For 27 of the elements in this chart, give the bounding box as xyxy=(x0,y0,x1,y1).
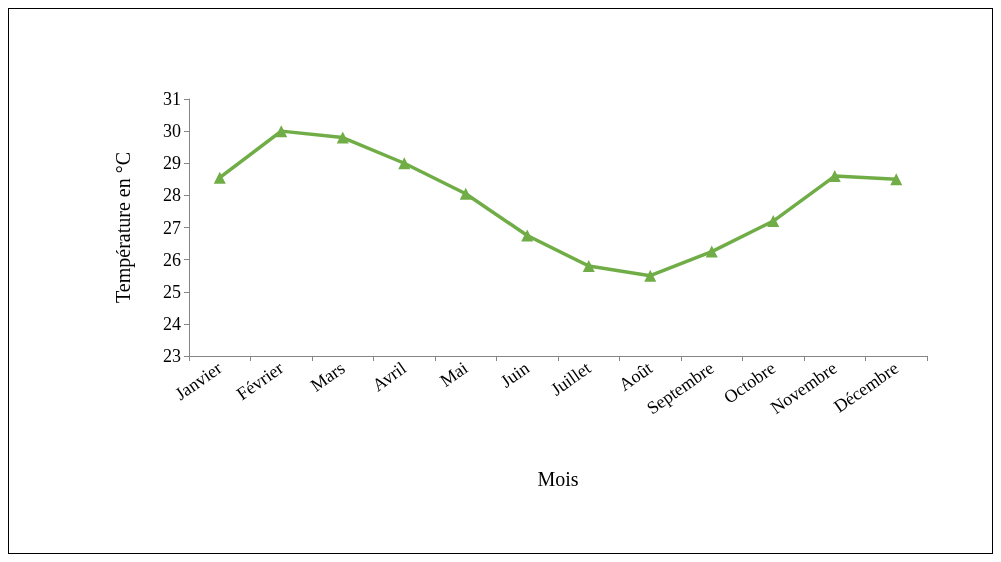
point xyxy=(890,173,903,186)
x-tick-label: Juin xyxy=(496,357,533,392)
y-axis-title: Température en °C xyxy=(112,152,135,303)
x-axis-title: Mois xyxy=(537,468,579,490)
y-tick-label: 24 xyxy=(163,313,181,334)
point xyxy=(767,215,780,228)
point xyxy=(828,170,841,183)
x-tick-label: Mars xyxy=(306,357,349,396)
x-tick-label: Mai xyxy=(436,357,472,391)
point xyxy=(582,260,595,273)
y-tick-label: 25 xyxy=(163,281,181,302)
y-tick-label: 29 xyxy=(163,153,181,174)
y-tick-label: 28 xyxy=(163,185,181,206)
point xyxy=(336,131,349,144)
point xyxy=(521,229,534,242)
point xyxy=(644,269,657,282)
y-tick-label: 30 xyxy=(163,121,181,142)
point xyxy=(705,245,718,258)
y-tick-label: 27 xyxy=(163,217,181,238)
x-tick-label: Avril xyxy=(368,357,410,396)
y-tick-label: 26 xyxy=(163,249,181,270)
point xyxy=(459,187,472,200)
y-tick-label: 23 xyxy=(163,346,181,366)
y-tick-label: 31 xyxy=(163,89,181,109)
point xyxy=(213,171,226,184)
point xyxy=(398,157,411,170)
point xyxy=(275,125,288,138)
